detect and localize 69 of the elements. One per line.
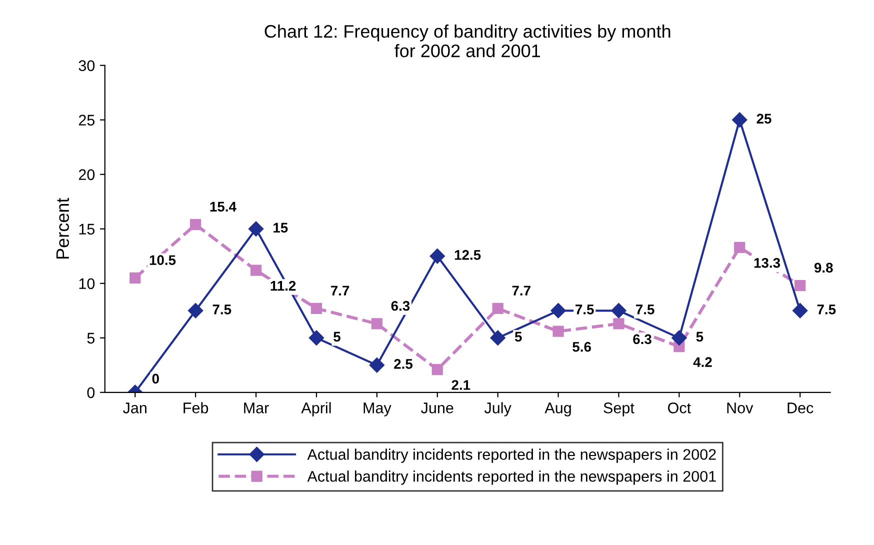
point xyxy=(552,326,564,337)
x-tick-label: Sept xyxy=(604,402,634,416)
data-label: 7.5 xyxy=(212,304,232,314)
x-tick-label: Oct xyxy=(668,402,691,414)
point xyxy=(734,242,746,253)
data-label: 6.3 xyxy=(633,334,652,344)
chart-title: Chart 12: Frequency of banditry activities by month for 2002 and 2001 xyxy=(264,24,670,58)
y-tick-label: 10 xyxy=(79,278,95,290)
data-label: 7.5 xyxy=(636,304,654,314)
data-label: 9.8 xyxy=(814,262,833,273)
x-tick-label: Feb xyxy=(184,402,208,414)
data-label: 13.3 xyxy=(754,258,780,268)
point xyxy=(248,221,264,236)
data-label: 15.4 xyxy=(210,202,236,212)
data-label: 12.5 xyxy=(454,250,481,260)
point xyxy=(190,218,202,230)
point xyxy=(611,303,626,318)
data-label: 5 xyxy=(696,332,704,342)
point xyxy=(792,303,808,318)
x-tick-label: May xyxy=(364,402,392,416)
data-label: 25 xyxy=(756,114,772,124)
point xyxy=(369,358,384,373)
point xyxy=(188,303,204,318)
point xyxy=(794,280,806,292)
point xyxy=(371,318,382,330)
point xyxy=(732,112,748,128)
y-tick-label: 15 xyxy=(79,224,95,235)
data-label: 5 xyxy=(514,332,522,342)
legend-label: Actual banditry incidents reported in the newspapers in 2001 xyxy=(307,470,716,485)
data-label: 2.5 xyxy=(394,359,412,369)
y-tick-label: 30 xyxy=(78,60,95,72)
point xyxy=(492,302,504,314)
data-label: 11.2 xyxy=(270,280,296,291)
x-tick-label: June xyxy=(421,402,454,414)
data-label: 5 xyxy=(334,332,340,342)
data-label: 0 xyxy=(152,374,159,384)
point xyxy=(308,330,324,346)
data-label: 7.7 xyxy=(512,286,530,296)
point xyxy=(250,264,262,276)
y-tick-label: 0 xyxy=(87,387,95,398)
x-tick-label: April xyxy=(301,402,331,416)
x-tick-label: Mar xyxy=(244,402,269,414)
y-tick-label: 5 xyxy=(87,332,95,344)
point xyxy=(613,318,624,330)
data-label: 5.6 xyxy=(572,342,591,352)
data-label: 7.5 xyxy=(817,304,836,314)
y-tick-label: 25 xyxy=(78,114,95,126)
legend-label: Actual banditry incidents reported in the newspapers in 2002 xyxy=(307,448,716,463)
data-label: 7.5 xyxy=(576,304,594,314)
point xyxy=(432,364,443,376)
x-tick-label: July xyxy=(484,402,512,416)
data-label: 7.7 xyxy=(330,286,350,296)
x-tick-label: Dec xyxy=(788,402,814,414)
point xyxy=(550,303,566,318)
data-label: 6.3 xyxy=(391,300,410,311)
data-label: 4.2 xyxy=(693,357,712,367)
point xyxy=(490,330,506,346)
point xyxy=(130,272,141,284)
x-tick-label: Nov xyxy=(727,402,754,414)
point xyxy=(310,302,322,314)
point xyxy=(672,330,687,346)
x-tick-label: Aug xyxy=(544,402,571,416)
x-tick-label: Jan xyxy=(123,402,146,414)
data-label: 15 xyxy=(274,222,288,233)
point xyxy=(430,248,445,264)
data-label: 2.1 xyxy=(452,380,470,390)
y-tick-label: 20 xyxy=(78,169,95,180)
data-label: 10.5 xyxy=(150,255,176,266)
y-axis-title: Percent xyxy=(56,198,70,259)
